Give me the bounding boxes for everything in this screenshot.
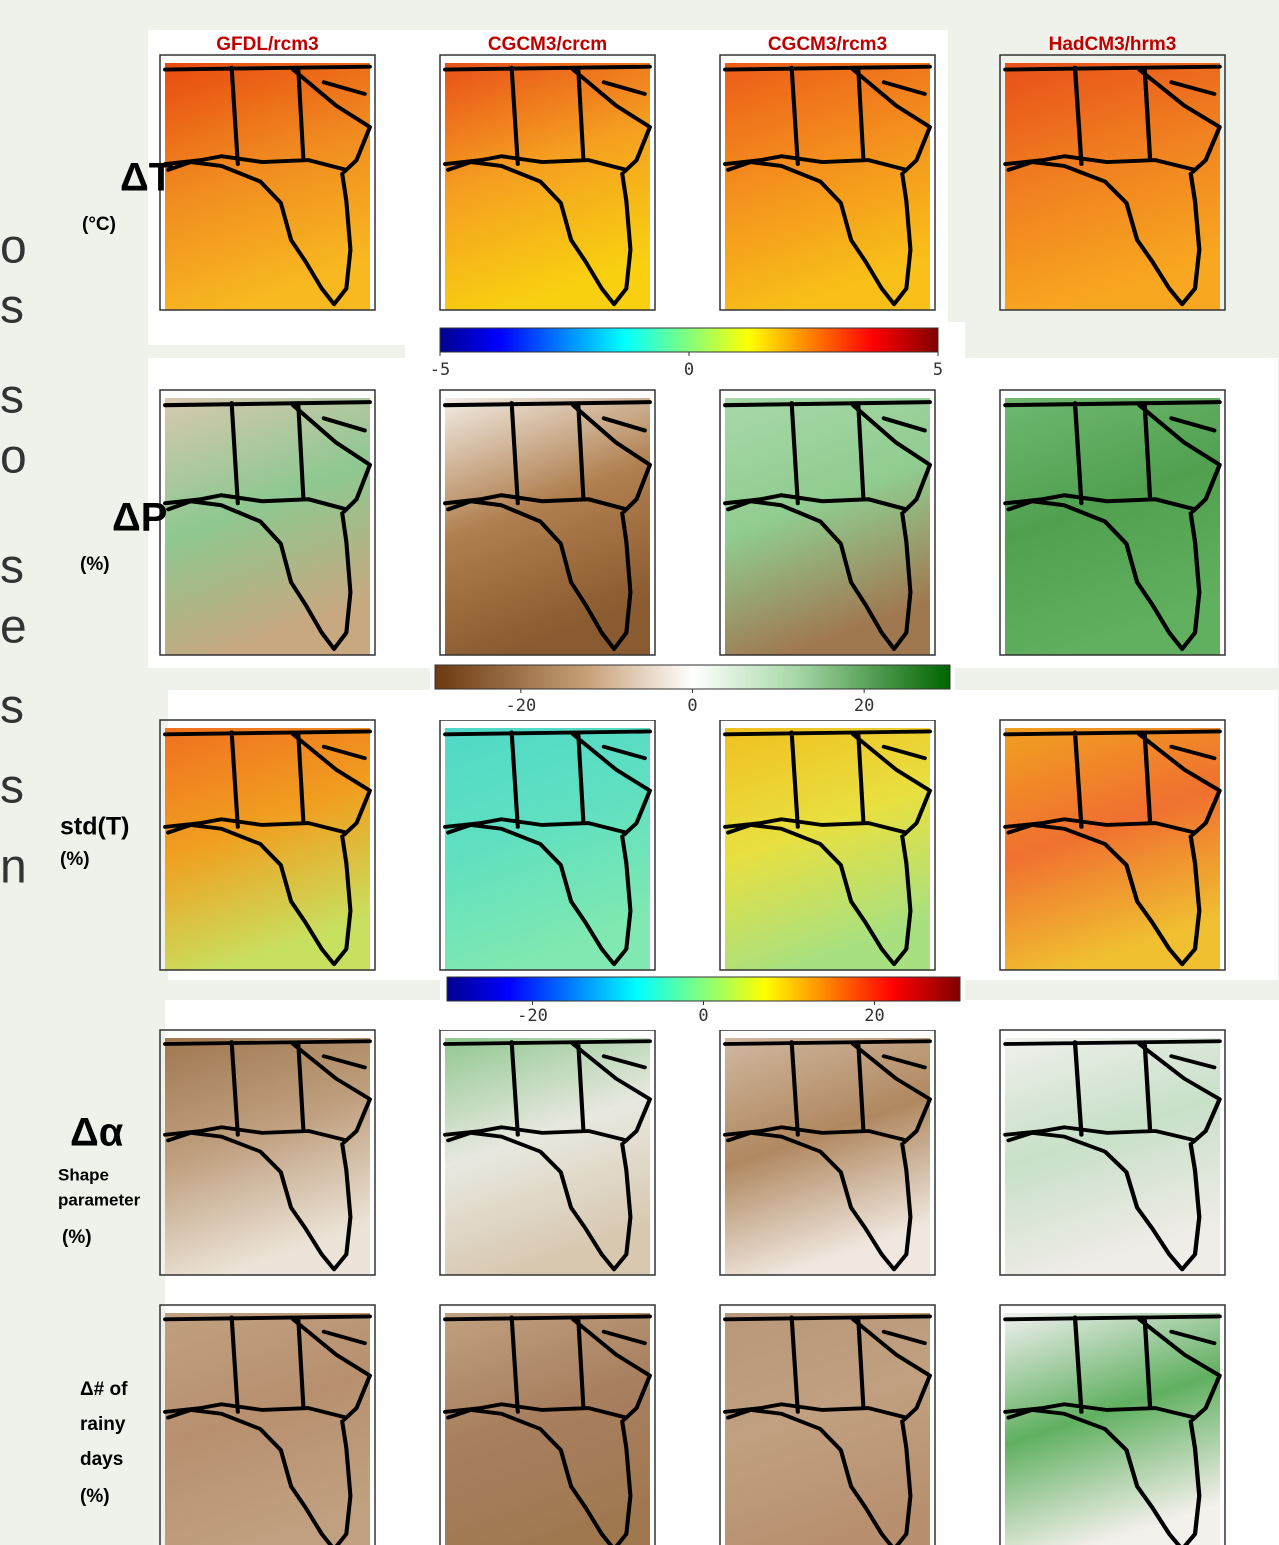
row-label: (%) bbox=[80, 554, 110, 575]
row-label: ΔT bbox=[120, 156, 173, 200]
clipped-text: o bbox=[0, 431, 27, 484]
row-label: Shape bbox=[58, 1165, 109, 1184]
map-frame bbox=[159, 389, 376, 656]
row-label: Δ# of bbox=[80, 1379, 128, 1400]
row-label: Δα bbox=[70, 1111, 124, 1155]
row-label: (%) bbox=[60, 849, 90, 870]
map-field bbox=[725, 1313, 930, 1545]
map-frame bbox=[159, 1029, 376, 1276]
colorbar-tick-label: 0 bbox=[698, 1006, 708, 1026]
colorbar-tick-label: 0 bbox=[687, 696, 697, 716]
row-label: rainy bbox=[80, 1414, 126, 1435]
map-frame bbox=[159, 54, 376, 311]
clipped-text: s bbox=[0, 541, 24, 594]
clipped-text: s bbox=[0, 281, 24, 334]
row-label: days bbox=[80, 1449, 123, 1470]
row-label: (°C) bbox=[82, 214, 116, 235]
map-grid bbox=[148, 30, 1279, 1545]
colorbar bbox=[434, 664, 951, 690]
row-label: parameter bbox=[58, 1190, 141, 1209]
colorbar-tick-label: 5 bbox=[933, 360, 943, 380]
colorbar-tick-label: 20 bbox=[864, 1006, 884, 1026]
colorbar-tick-label: -20 bbox=[505, 696, 536, 716]
clipped-text: e bbox=[0, 601, 27, 654]
map-frame bbox=[159, 1304, 376, 1545]
column-title: GFDL/rcm3 bbox=[216, 34, 318, 55]
column-title: CGCM3/rcm3 bbox=[768, 34, 887, 55]
map-field bbox=[165, 1313, 370, 1545]
clipped-text: s bbox=[0, 761, 24, 814]
map-frame bbox=[719, 389, 936, 656]
colorbar bbox=[439, 327, 939, 353]
map-frame bbox=[159, 719, 376, 971]
map-frame bbox=[999, 719, 1226, 971]
labels: GFDL/rcm3 CGCM3/crcm CGCM3/rcm3 HadCM3/hrm3… bbox=[0, 34, 1176, 1507]
clipped-text: s bbox=[0, 371, 24, 424]
map-frame bbox=[999, 389, 1226, 656]
colorbar-tick-label: -5 bbox=[430, 360, 450, 380]
column-title: CGCM3/crcm bbox=[488, 34, 607, 55]
map-frame bbox=[719, 1304, 936, 1545]
clipped-text: s bbox=[0, 681, 24, 734]
row-label: (%) bbox=[80, 1486, 110, 1507]
map-frame bbox=[719, 54, 936, 311]
row-label: ΔP bbox=[112, 496, 167, 540]
map-frame bbox=[439, 54, 656, 311]
colorbar-tick-label: 20 bbox=[854, 696, 874, 716]
row-label: std(T) bbox=[60, 813, 129, 841]
clipped-text: n bbox=[0, 841, 27, 894]
map-field bbox=[1005, 1313, 1220, 1545]
map-frame bbox=[999, 54, 1226, 311]
colorbar-tick-label: 0 bbox=[684, 360, 694, 380]
row-label: (%) bbox=[62, 1227, 92, 1248]
column-title: HadCM3/hrm3 bbox=[1049, 34, 1177, 55]
map-frame bbox=[999, 1304, 1226, 1545]
map-field bbox=[445, 1313, 650, 1545]
colorbar-tick-label: -20 bbox=[517, 1006, 548, 1026]
map-frame bbox=[439, 389, 656, 656]
clipped-text: o bbox=[0, 221, 27, 274]
map-frame bbox=[999, 1029, 1226, 1276]
map-frame bbox=[439, 1304, 656, 1545]
colorbar bbox=[446, 976, 961, 1002]
